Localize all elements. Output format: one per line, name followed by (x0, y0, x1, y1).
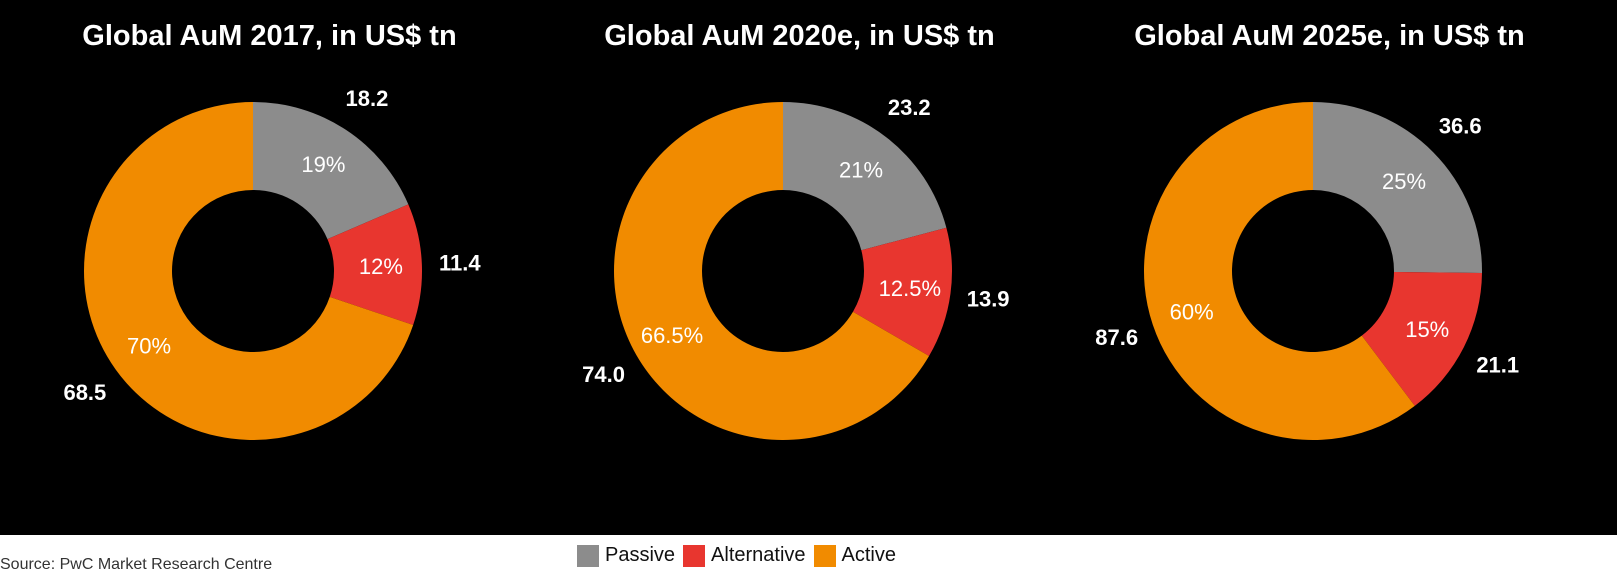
value-label-passive: 23.2 (888, 95, 931, 120)
chart-title: Global AuM 2025e, in US$ tn (1134, 20, 1525, 52)
value-label-alternative: 13.9 (967, 287, 1010, 312)
donut-svg: 25% 36.6 15% 21.1 60% 87.6 (1095, 102, 1519, 440)
value-label-passive: 36.6 (1439, 114, 1482, 139)
percent-label-alternative: 12% (359, 254, 403, 279)
percent-label-alternative: 15% (1405, 317, 1449, 342)
legend-swatch-active (813, 544, 836, 567)
slice-alternative (1361, 271, 1482, 406)
donut-chart-2025e: Global AuM 2025e, in US$ tn 25% 36.6 15% 21… (1060, 0, 1599, 535)
slice-active (84, 102, 414, 440)
value-label-active: 68.5 (63, 380, 106, 405)
percent-label-active: 66.5% (641, 323, 703, 348)
percent-label-active: 60% (1170, 300, 1214, 325)
donut-svg: 19% 18.2 12% 11.4 70% 68.5 (63, 86, 481, 440)
legend: Passive Alternative Active (577, 544, 904, 567)
chart-title: Global AuM 2017, in US$ tn (82, 20, 457, 52)
slice-passive (783, 102, 947, 251)
donut-svg: 21% 23.2 12.5% 13.9 66.5% 74.0 (582, 95, 1010, 440)
value-label-alternative: 21.1 (1476, 352, 1519, 377)
legend-item-passive: Passive (577, 544, 675, 567)
legend-label-passive: Passive (605, 544, 676, 566)
value-label-passive: 18.2 (346, 86, 389, 111)
slice-active (1144, 102, 1415, 440)
value-label-active: 87.6 (1095, 325, 1138, 350)
slice-alternative (327, 204, 422, 325)
percent-label-passive: 19% (301, 152, 345, 177)
value-label-alternative: 11.4 (439, 251, 481, 276)
legend-label-active: Active (841, 544, 896, 566)
percent-label-passive: 25% (1382, 169, 1426, 194)
legend-item-active: Active (813, 544, 896, 567)
legend-swatch-alternative (683, 544, 706, 567)
percent-label-active: 70% (127, 334, 171, 359)
slice-active (614, 102, 930, 440)
donut-chart-2017: Global AuM 2017, in US$ tn 19% 18.2 12% 11.… (0, 0, 539, 535)
percent-label-passive: 21% (839, 158, 883, 183)
legend-label-alternative: Alternative (711, 544, 806, 566)
percent-label-alternative: 12.5% (879, 276, 941, 301)
donut-chart-2020e: Global AuM 2020e, in US$ tn 21% 23.2 12.5%… (530, 0, 1069, 535)
legend-item-alternative: Alternative (683, 544, 806, 567)
legend-swatch-passive (577, 544, 599, 567)
source-note: Source: PwC Market Research Centre (0, 556, 273, 573)
chart-title: Global AuM 2020e, in US$ tn (604, 20, 995, 52)
value-label-active: 74.0 (582, 362, 625, 387)
slice-alternative (852, 227, 952, 357)
slice-passive (1313, 102, 1482, 274)
slice-passive (253, 102, 409, 240)
chart-panel: Global AuM 2017, in US$ tn 19% 18.2 12% 11.… (0, 0, 1617, 535)
